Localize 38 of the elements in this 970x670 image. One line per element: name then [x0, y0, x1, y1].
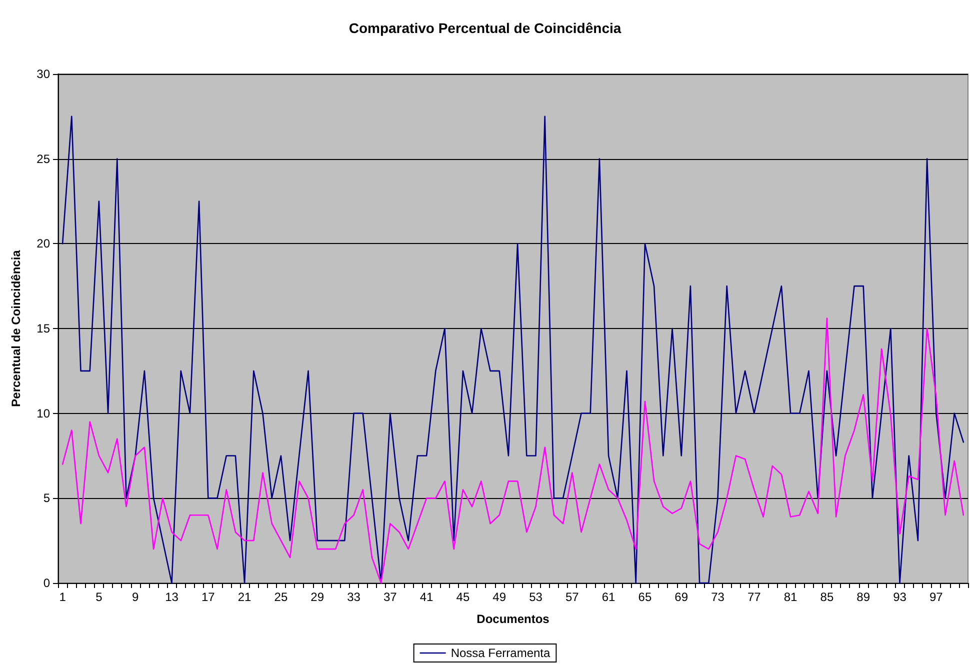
line-series: [62, 116, 964, 584]
x-tick-label: 65: [638, 590, 652, 604]
y-tick-label: 5: [43, 491, 50, 506]
x-tick-label: 21: [238, 590, 252, 604]
x-tick-label: 93: [893, 590, 907, 604]
x-tick-label: 53: [529, 590, 543, 604]
x-tick-label: 29: [310, 590, 324, 604]
x-tick-label: 33: [347, 590, 361, 604]
x-tick-label: 61: [602, 590, 616, 604]
line-series: [62, 318, 964, 584]
y-tick-label: 25: [36, 152, 50, 166]
x-tick-label: 81: [784, 590, 798, 604]
x-tick-label: 73: [711, 590, 725, 604]
x-tick-label: 89: [856, 590, 870, 604]
x-tick-label: 1: [59, 590, 66, 604]
x-axis-title: Documentos: [476, 612, 550, 626]
x-tick-label: 85: [820, 590, 834, 604]
x-tick-label: 97: [929, 590, 944, 604]
x-tick-label: 41: [420, 590, 434, 604]
legend-label: Nossa Ferramenta: [450, 646, 551, 660]
x-tick-label: 37: [383, 590, 398, 604]
x-tick-label: 5: [96, 590, 103, 604]
x-tick-label: 77: [747, 590, 762, 604]
x-tick-label: 13: [165, 590, 179, 604]
x-tick-label: 49: [492, 590, 506, 604]
x-tick-label: 57: [565, 590, 580, 604]
y-tick-label: 15: [36, 322, 50, 336]
y-tick-label: 10: [36, 406, 50, 420]
x-tick-label: 25: [274, 590, 288, 604]
x-tick-label: 45: [456, 590, 470, 604]
y-axis-title: Percentual de Coincidência: [9, 250, 23, 407]
y-tick-label: 20: [36, 236, 50, 251]
y-tick-label: 30: [36, 67, 50, 81]
x-tick-label: 17: [201, 590, 216, 604]
x-tick-label: 9: [132, 590, 140, 604]
x-tick-label: 69: [674, 590, 688, 604]
chart-title: Comparativo Percentual de Coincidência: [348, 20, 622, 36]
y-tick-label: 0: [43, 576, 50, 590]
